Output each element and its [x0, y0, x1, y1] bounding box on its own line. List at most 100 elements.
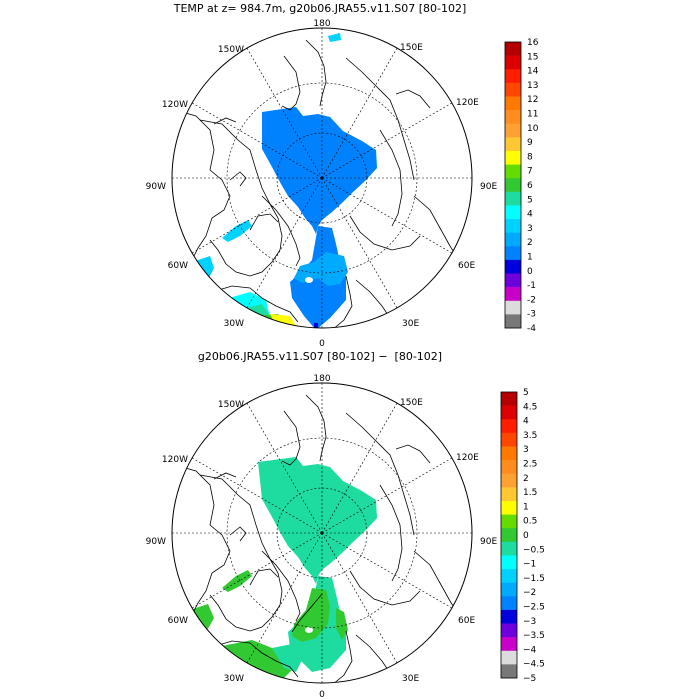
- bottom-map-fill-layer: [174, 394, 461, 683]
- top-colorbar-swatch: [505, 287, 521, 302]
- bottom-cb-label: 3: [523, 445, 529, 455]
- top-colorbar-swatch: [505, 273, 521, 288]
- top-colorbar-swatch: [505, 232, 521, 247]
- top-map-fill-layer: [174, 33, 461, 328]
- bottom-lon-label-60e: 60E: [458, 616, 475, 626]
- top-lon-label-60e: 60E: [458, 261, 475, 271]
- bottom-lon-label-30e: 30E: [402, 674, 419, 684]
- bottom-colorbar-swatch: [501, 637, 517, 652]
- top-cb-label: 13: [527, 81, 538, 91]
- top-colorbar-swatch: [505, 137, 521, 152]
- top-colorbar-swatch: [505, 69, 521, 84]
- top-lon-label-30e: 30E: [402, 319, 419, 329]
- bottom-arctic-basin-field: [258, 457, 377, 584]
- top-cb-label: 1: [527, 253, 533, 263]
- top-colorbar-swatch: [505, 150, 521, 165]
- top-colorbar-swatch: [505, 219, 521, 233]
- bottom-cb-label: −4.5: [523, 660, 545, 670]
- bottom-greenland-sea-field: [292, 588, 330, 642]
- top-baffin-field: [222, 220, 252, 242]
- bottom-colorbar-swatch: [501, 664, 517, 679]
- top-lon-label-120e: 120E: [456, 98, 479, 108]
- bottom-cb-label: 4.5: [523, 402, 537, 412]
- top-bering-field: [328, 33, 341, 42]
- bottom-cb-label: 1: [523, 502, 529, 512]
- bottom-lon-label-120w: 120W: [162, 455, 188, 465]
- top-cb-label: 14: [527, 67, 539, 77]
- bottom-colorbar-swatch: [501, 650, 517, 665]
- bottom-baffin-field: [222, 570, 252, 592]
- bottom-colorbar-swatch: [501, 392, 517, 406]
- bottom-cb-label: −3.5: [523, 631, 545, 641]
- bottom-lon-label-60w: 60W: [168, 616, 188, 626]
- bottom-cb-label: 5: [523, 388, 529, 398]
- bottom-colorbar-swatch: [501, 514, 517, 529]
- top-lon-label-0: 0: [319, 339, 325, 349]
- top-polar-map: 180 150E 120E 90E 60E 30E 0 30W 60W 90W …: [146, 19, 498, 349]
- top-lon-label-150e: 150E: [400, 43, 423, 53]
- top-colorbar-swatch: [505, 178, 521, 193]
- top-cb-label: 5: [527, 195, 533, 205]
- bottom-cb-label: −2: [523, 588, 536, 598]
- top-coastlines: [174, 39, 461, 328]
- top-cb-label: 3: [527, 224, 533, 234]
- top-cb-label: 10: [527, 124, 539, 134]
- bottom-lon-label-180: 180: [313, 374, 330, 384]
- bottom-lon-label-90e: 90E: [480, 537, 497, 547]
- bottom-cb-label: −1: [523, 560, 536, 570]
- bottom-cb-label: 1.5: [523, 488, 537, 498]
- top-cb-label: -1: [527, 281, 536, 291]
- top-cb-label: 9: [527, 138, 533, 148]
- top-colorbar-swatch: [505, 300, 521, 315]
- bottom-cb-label: 0: [523, 531, 529, 541]
- bottom-colorbar-swatch: [501, 446, 517, 461]
- bottom-cb-label: 4: [523, 417, 529, 427]
- bottom-cb-label: −0.5: [523, 545, 545, 555]
- bottom-lon-label-0: 0: [319, 690, 325, 700]
- bottom-polar-map: 180 150E 120E 90E 60E 30E 0 30W 60W 90W …: [146, 374, 498, 700]
- top-cb-label: 11: [527, 110, 538, 120]
- top-colorbar-swatch: [505, 191, 521, 206]
- top-colorbar-swatch: [505, 314, 521, 329]
- bottom-lon-label-150w: 150W: [218, 400, 244, 410]
- top-cb-label: 15: [527, 52, 538, 62]
- top-lon-label-150w: 150W: [218, 45, 244, 55]
- top-cb-label: -4: [527, 324, 536, 334]
- bottom-barents-field: [336, 608, 348, 640]
- top-cb-label: -2: [527, 295, 536, 305]
- bottom-colorbar-swatch: [501, 541, 517, 556]
- top-cb-label: 7: [527, 167, 533, 177]
- bottom-colorbar-swatch: [501, 569, 517, 583]
- top-colorbar-swatch: [505, 110, 521, 125]
- bottom-colorbar-swatch: [501, 487, 517, 502]
- top-cb-label: -3: [527, 310, 536, 320]
- bottom-colorbar-swatch: [501, 582, 517, 597]
- bottom-cb-label: 2.5: [523, 460, 537, 470]
- top-cb-label: 16: [527, 38, 539, 48]
- top-lon-label-90w: 90W: [146, 182, 166, 192]
- bottom-cb-label: −5: [523, 674, 536, 684]
- top-graticule: [172, 28, 472, 328]
- top-cb-label: 4: [527, 210, 533, 220]
- bottom-lon-label-150e: 150E: [400, 398, 423, 408]
- top-colorbar-swatch: [505, 164, 521, 179]
- bottom-colorbar-swatch: [501, 460, 517, 475]
- top-cb-label: 2: [527, 238, 533, 248]
- bottom-colorbar-swatch: [501, 405, 517, 420]
- bottom-colorbar-swatch: [501, 500, 517, 515]
- bottom-cb-label: −2.5: [523, 603, 545, 613]
- bottom-atlantic-teal-field: [272, 644, 302, 672]
- bottom-colorbar-swatch: [501, 473, 517, 488]
- bottom-graticule: [172, 383, 472, 683]
- bottom-cb-label: −1.5: [523, 574, 545, 584]
- bottom-cb-label: 3.5: [523, 431, 537, 441]
- top-lon-label-60w: 60W: [168, 261, 188, 271]
- top-colorbar-swatch: [505, 123, 521, 138]
- bottom-lon-label-90w: 90W: [146, 537, 166, 547]
- top-cb-label: 0: [527, 267, 533, 277]
- bottom-cb-label: 2: [523, 474, 529, 484]
- top-cb-label: 8: [527, 152, 533, 162]
- bottom-cb-label: 0.5: [523, 517, 537, 527]
- top-lon-label-120w: 120W: [162, 100, 188, 110]
